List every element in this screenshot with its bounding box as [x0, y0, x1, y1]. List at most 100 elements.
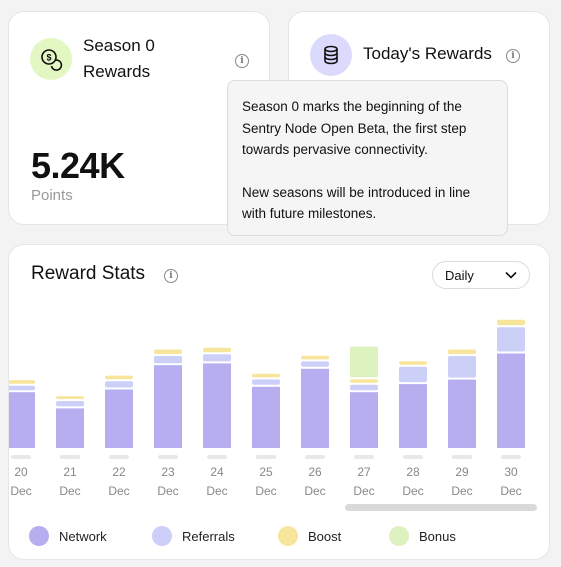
bar-boost	[497, 319, 525, 326]
x-tick-month: Dec	[255, 484, 276, 498]
bar-network	[154, 365, 182, 448]
x-tick-month: Dec	[59, 484, 80, 498]
x-tick-month: Dec	[353, 484, 374, 498]
bar-network	[252, 386, 280, 448]
todays-card-title: Today's Rewards	[363, 44, 492, 63]
legend-label: Referrals	[182, 528, 235, 544]
reward-stats-card: 20 Dec 21 Dec 22 Dec 23 Dec 24 Dec 25 Dec 26 Dec 27 Dec…	[8, 244, 550, 560]
points-unit-label: Points	[31, 187, 73, 204]
x-tick-month: Dec	[402, 484, 423, 498]
bar-boost	[9, 380, 35, 384]
bar-boost	[350, 379, 378, 383]
x-tick-month: Dec	[157, 484, 178, 498]
x-tick-day: 20	[14, 465, 28, 479]
bar-boost	[203, 347, 231, 353]
period-dropdown[interactable]: Daily	[432, 261, 530, 289]
bar-boost	[399, 361, 427, 365]
bar-network	[203, 363, 231, 448]
bar-network	[301, 368, 329, 448]
points-value: 5.24K	[31, 145, 125, 186]
bar-referrals	[56, 401, 84, 407]
period-value: Daily	[445, 267, 474, 283]
x-tick-month: Dec	[108, 484, 129, 498]
bar-boost	[252, 373, 280, 378]
info-icon[interactable]: i	[164, 269, 178, 283]
legend-label: Network	[59, 528, 107, 544]
bar-referrals	[252, 379, 280, 385]
bar-network	[56, 408, 84, 448]
bar-network	[350, 392, 378, 448]
bar-baseline-pill	[109, 455, 129, 459]
x-tick-day: 27	[357, 465, 371, 479]
x-tick-day: 28	[406, 465, 420, 479]
dollar-coin-icon: $	[30, 38, 72, 80]
bar-referrals	[301, 361, 329, 367]
tooltip-paragraph: Season 0 marks the beginning of the Sent…	[242, 99, 467, 157]
legend-label: Bonus	[419, 528, 456, 544]
info-icon[interactable]: i	[506, 49, 520, 63]
legend-item-referrals: Referrals	[152, 525, 235, 547]
x-tick-day: 23	[161, 465, 175, 479]
bar-network	[105, 389, 133, 448]
legend-swatch	[278, 526, 298, 546]
bar-baseline-pill	[158, 455, 178, 459]
bar-referrals	[203, 354, 231, 362]
chart-scrollbar[interactable]	[345, 504, 537, 511]
x-tick-day: 30	[504, 465, 518, 479]
legend-swatch	[389, 526, 409, 546]
chevron-down-icon	[505, 271, 517, 279]
season-card-title: Season 0 Rewards	[83, 36, 155, 81]
bar-network	[497, 353, 525, 448]
bar-referrals	[9, 385, 35, 391]
svg-text:$: $	[46, 53, 51, 63]
x-tick-day: 25	[259, 465, 273, 479]
reward-stats-chart: 20 Dec 21 Dec 22 Dec 23 Dec 24 Dec 25 Dec 26 Dec 27 Dec…	[9, 319, 525, 498]
bar-network	[399, 384, 427, 448]
x-tick-month: Dec	[304, 484, 325, 498]
legend-item-boost: Boost	[278, 525, 341, 547]
bar-boost	[301, 355, 329, 360]
bar-referrals	[399, 366, 427, 383]
legend-item-network: Network	[29, 525, 107, 547]
bar-boost	[448, 349, 476, 354]
bar-baseline-pill	[354, 455, 374, 459]
x-tick-day: 21	[63, 465, 77, 479]
legend-swatch	[29, 526, 49, 546]
season-info-tooltip: Season 0 marks the beginning of the Sent…	[227, 80, 508, 236]
legend-swatch	[152, 526, 172, 546]
bar-referrals	[154, 356, 182, 364]
x-tick-month: Dec	[10, 484, 31, 498]
x-tick-day: 26	[308, 465, 322, 479]
bar-network	[9, 392, 35, 448]
season-rewards-card: $ Season 0 Rewards i 5.24K Points	[8, 11, 270, 225]
x-tick-month: Dec	[451, 484, 472, 498]
x-tick-day: 29	[455, 465, 469, 479]
bar-baseline-pill	[403, 455, 423, 459]
bar-referrals	[105, 381, 133, 388]
bar-baseline-pill	[207, 455, 227, 459]
bar-baseline-pill	[452, 455, 472, 459]
bar-network	[448, 379, 476, 448]
bar-boost	[154, 349, 182, 354]
bar-baseline-pill	[60, 455, 80, 459]
bar-boost	[56, 396, 84, 399]
legend-item-bonus: Bonus	[389, 525, 456, 547]
bar-baseline-pill	[11, 455, 31, 459]
bar-referrals	[350, 384, 378, 391]
bar-bonus	[350, 346, 378, 378]
bar-baseline-pill	[501, 455, 521, 459]
x-tick-day: 22	[112, 465, 126, 479]
x-tick-month: Dec	[206, 484, 227, 498]
x-tick-month: Dec	[500, 484, 521, 498]
bar-baseline-pill	[305, 455, 325, 459]
bar-referrals	[497, 327, 525, 352]
bar-referrals	[448, 356, 476, 378]
bar-boost	[105, 375, 133, 380]
stats-title: Reward Stats	[31, 263, 146, 284]
x-tick-day: 24	[210, 465, 224, 479]
tooltip-paragraph: New seasons will be introduced in line w…	[242, 184, 471, 222]
info-icon[interactable]: i	[235, 54, 249, 68]
legend-label: Boost	[308, 528, 342, 544]
bar-baseline-pill	[256, 455, 276, 459]
database-stack-icon	[310, 34, 352, 76]
